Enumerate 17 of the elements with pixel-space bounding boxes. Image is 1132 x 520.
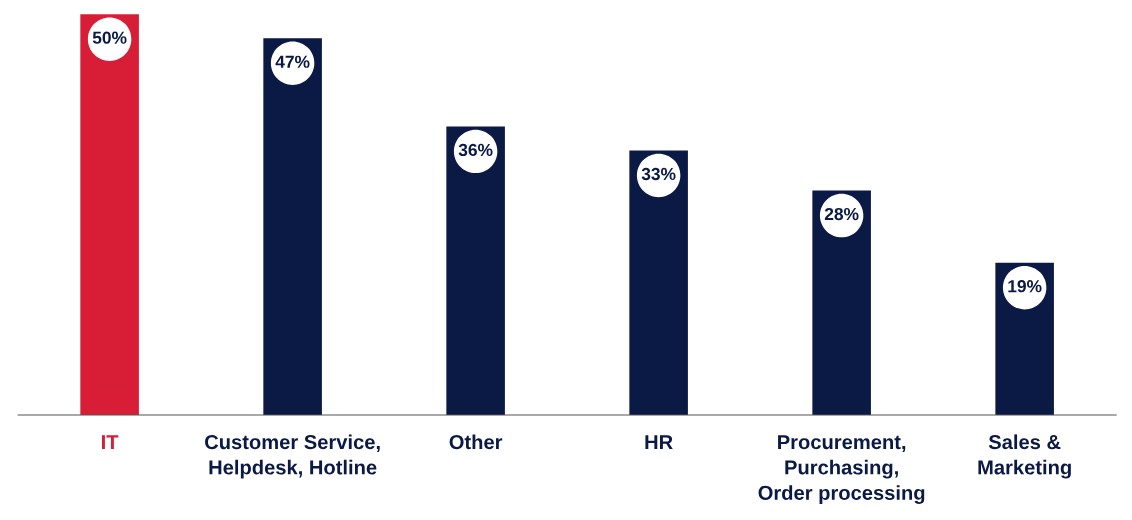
bar — [446, 126, 505, 415]
data-label: 28% — [824, 207, 859, 221]
bar — [629, 150, 688, 415]
data-label: 33% — [641, 167, 676, 181]
x-tick-label: HR — [645, 435, 673, 449]
x-tick-label: IT — [102, 435, 119, 449]
data-label: 50% — [92, 31, 127, 44]
x-tick-label: Procurement, Purchasing, Order processing — [758, 435, 925, 505]
x-tick-label: Customer Service, Helpdesk, Hotline — [205, 434, 380, 479]
data-label: 36% — [458, 143, 493, 157]
bar — [812, 190, 871, 415]
bar — [263, 38, 322, 415]
x-tick-label: Other — [449, 434, 503, 450]
data-label: 47% — [275, 55, 310, 68]
bar — [80, 14, 139, 415]
data-label: 19% — [1008, 280, 1042, 293]
x-tick-label: Sales & Marketing — [978, 434, 1071, 479]
